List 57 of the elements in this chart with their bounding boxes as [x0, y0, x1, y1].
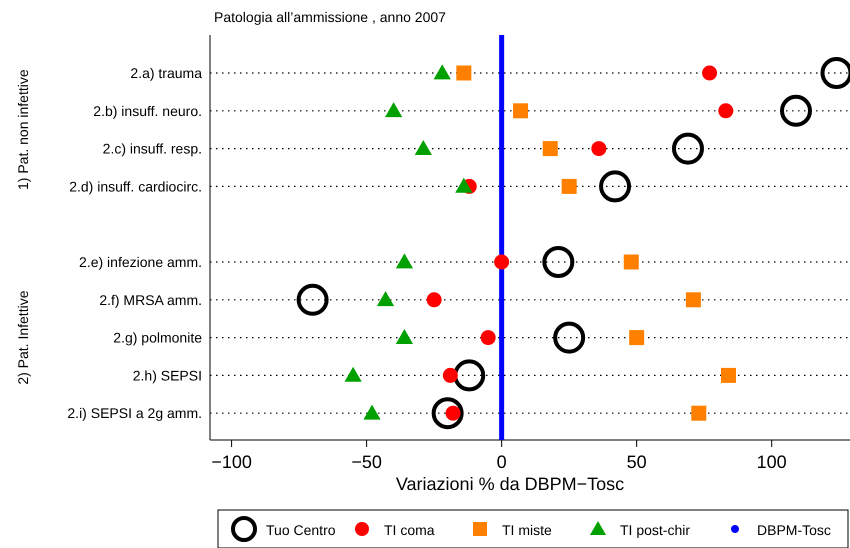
y-tick-label: 2.g) polmonite [113, 330, 202, 346]
point [453, 359, 486, 392]
x-axis-title: Variazioni % da DBPM−Tosc [396, 474, 624, 494]
y-tick-label: 2.d) insuff. cardiocirc. [69, 178, 202, 194]
point [599, 170, 632, 202]
point [562, 178, 577, 194]
point [718, 103, 734, 118]
point [363, 404, 381, 420]
point [494, 254, 510, 270]
y-tick-label: 2.f) MRSA amm. [99, 292, 202, 308]
point [396, 328, 414, 344]
point [513, 103, 528, 118]
y-tick-label: 2.e) infezione amm. [79, 254, 202, 270]
x-tick-label: −50 [351, 452, 382, 472]
point [624, 254, 639, 270]
point [426, 292, 442, 308]
legend-label: Tuo Centro [266, 522, 336, 538]
point [396, 253, 414, 268]
text: 1) Pat. non infettive [15, 69, 31, 190]
point [672, 132, 704, 165]
x-tick-label: −100 [211, 452, 252, 472]
y-tick-label: 2.h) SEPSI [132, 367, 202, 384]
point [720, 368, 736, 383]
point [691, 406, 706, 421]
point [702, 66, 718, 80]
point [686, 292, 701, 308]
point [780, 94, 812, 127]
legend-label: TI miste [502, 522, 552, 538]
x-tick-label: 50 [626, 452, 647, 472]
point [591, 141, 606, 156]
y-tick-label: 2.i) SEPSI a 2g amm. [67, 405, 202, 422]
x-tick-label: 0 [496, 452, 507, 472]
point [456, 66, 472, 80]
point [542, 246, 574, 278]
point [344, 366, 362, 382]
legend-label: TI coma [384, 522, 435, 538]
y-tick-label: 2.a) trauma [130, 65, 202, 81]
point [296, 284, 329, 316]
point [480, 330, 496, 346]
legend-label: TI post-chir [620, 522, 690, 538]
point [385, 102, 402, 118]
y-tick-label: 2.c) insuff. resp. [102, 140, 202, 157]
point [376, 291, 394, 306]
point [820, 57, 850, 89]
point [455, 178, 472, 193]
legend-label: DBPM-Tosc [757, 522, 831, 538]
point [629, 330, 644, 346]
x-tick-label: 100 [756, 452, 787, 472]
point [442, 368, 458, 383]
point [434, 64, 451, 80]
point [553, 322, 586, 354]
y-tick-label: 2.b) insuff. neuro. [93, 102, 202, 119]
point [542, 141, 558, 156]
text: 2) Pat. Infettive [15, 290, 31, 385]
chart-title: Patologia all’ammissione , anno 2007 [214, 9, 446, 25]
point [414, 140, 432, 155]
point [432, 397, 464, 430]
